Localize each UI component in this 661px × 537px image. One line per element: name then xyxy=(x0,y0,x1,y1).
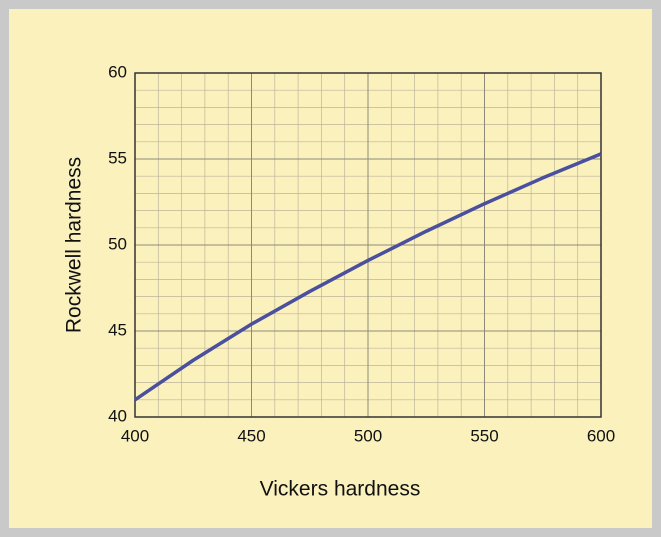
y-tick-label: 40 xyxy=(108,406,127,425)
x-tick-label: 400 xyxy=(121,426,149,445)
y-tick-label: 45 xyxy=(108,320,127,339)
y-axis-title: Rockwell hardness xyxy=(63,157,86,333)
x-tick-label: 500 xyxy=(354,426,382,445)
data-line xyxy=(134,152,602,402)
x-tick-label: 600 xyxy=(587,426,615,445)
panel xyxy=(9,9,652,528)
y-tick-label: 60 xyxy=(108,62,127,81)
x-axis-title: Vickers hardness xyxy=(260,478,421,501)
x-tick-label: 450 xyxy=(237,426,265,445)
y-tick-label: 50 xyxy=(108,234,127,253)
plot-border xyxy=(134,72,602,418)
x-tick-label: 550 xyxy=(470,426,498,445)
y-tick-label: 55 xyxy=(108,148,127,167)
